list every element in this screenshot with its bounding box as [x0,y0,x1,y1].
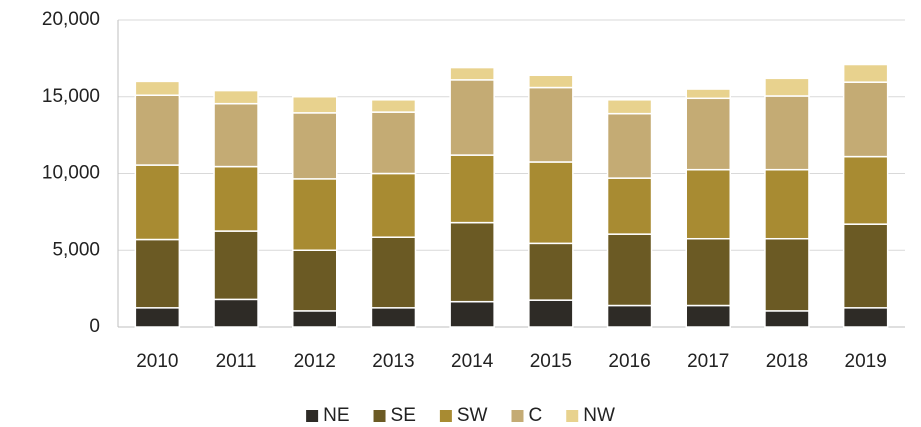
bar-segment [842,155,889,225]
bar-segment [449,79,495,156]
bar-segment [449,300,495,328]
bar-segment [606,304,653,328]
bar-segment [292,178,338,251]
x-tick-label: 2015 [530,351,572,372]
legend-swatch [373,410,386,422]
legend-swatch [566,410,579,422]
x-tick-label: 2019 [845,351,887,372]
bar-segment [213,89,259,105]
bar-segment [842,223,889,309]
bar-segment [764,168,810,240]
bar-segment [685,88,731,100]
bar-segment [606,112,653,179]
bar-segment [685,97,731,171]
bar-segment [606,233,653,307]
bar-segment [449,66,495,81]
x-tick-label: 2016 [608,351,650,372]
bar-segment [213,165,259,232]
bar-segment [528,242,574,301]
bar-segment [685,237,731,307]
bar-segment [764,77,810,97]
x-tick-label: 2011 [216,351,257,372]
legend-item: C [511,405,542,426]
bar-segment [449,154,495,224]
legend-swatch [511,410,524,422]
y-tick-label: 10,000 [42,163,100,184]
bar-segment [370,236,417,309]
y-tick-label: 0 [89,316,100,337]
bar-segment [292,310,338,328]
bar-segment [606,177,653,235]
bar-segment [292,96,338,114]
legend-label: NE [323,405,349,426]
bar-segment [685,168,731,240]
bar-segment [134,80,181,96]
bar-segment [842,307,889,328]
bar-segment [134,307,181,328]
bar-segment [685,304,731,328]
legend-label: C [528,405,542,426]
x-tick-label: 2010 [136,351,178,372]
legend-swatch [439,410,452,422]
legend-item: SE [373,405,416,426]
x-tick-label: 2013 [372,351,414,372]
bar-segment [449,221,495,303]
y-tick-label: 20,000 [42,9,100,30]
legend-item: NW [566,405,615,426]
bar-segment [134,238,181,309]
legend-swatch [306,410,319,422]
legend-label: SW [457,405,488,426]
bar-segment [370,111,417,175]
bar-segment [134,94,181,166]
bar-segment [764,95,810,171]
bar-segment [292,112,338,180]
bar-segment [606,99,653,115]
legend-label: SE [391,405,416,426]
bar-segment [528,86,574,163]
x-tick-label: 2012 [294,351,336,372]
legend-item: SW [439,405,488,426]
bar-segment [528,299,574,328]
bar-segment [213,102,259,168]
y-tick-label: 15,000 [42,86,100,107]
y-tick-label: 5,000 [52,239,100,260]
bar-segment [528,161,574,245]
bar-segment [842,63,889,83]
bar-segment [370,172,417,238]
x-tick-label: 2014 [451,351,494,372]
bar-segment [134,164,181,241]
bar-segment [764,237,810,312]
bar-segment [764,310,810,328]
bar-segment [213,298,259,328]
bar-segment [370,99,417,113]
bar-segment [292,249,338,312]
x-tick-label: 2017 [687,351,729,372]
bar-segment [370,307,417,328]
x-tick-label: 2018 [766,351,808,372]
bar-segment [842,81,889,158]
legend-label: NW [583,405,615,426]
bar-segment [528,74,574,89]
bar-segment [213,230,259,301]
legend-item: NE [306,405,350,426]
